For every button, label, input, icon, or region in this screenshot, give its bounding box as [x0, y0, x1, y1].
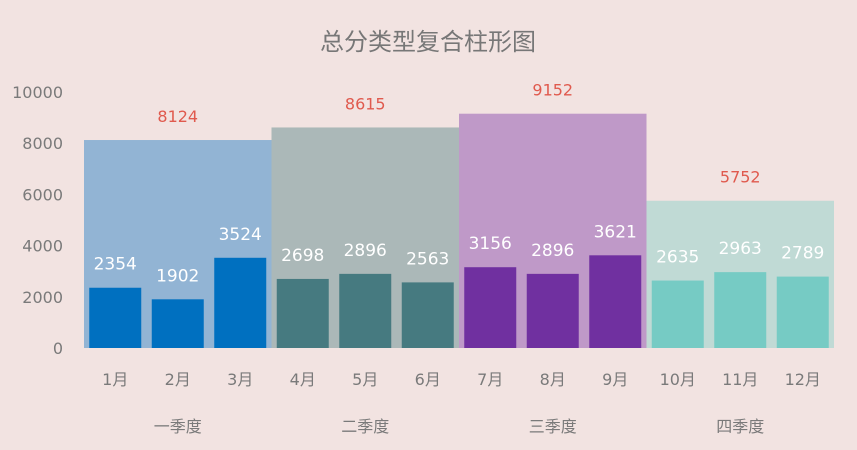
x-axis: 1月 2月 3月 4月 5月 6月 7月 8月 9月 10月 11月 12月	[102, 370, 821, 389]
month-value-label: 2789	[781, 244, 824, 264]
month-bar	[89, 287, 142, 348]
month-value-label: 2354	[94, 255, 137, 275]
month-bar	[276, 278, 329, 348]
quarter-axis: 一季度 二季度 三季度 四季度	[154, 417, 765, 436]
month-value-label: 2963	[719, 239, 762, 259]
x-tick-label: 6月	[415, 370, 441, 389]
x-tick-label: 7月	[477, 370, 503, 389]
month-value-label: 2698	[281, 246, 324, 266]
month-value-label: 2563	[406, 249, 449, 269]
quarter-total-label: 8124	[157, 107, 198, 126]
month-bar	[464, 267, 517, 348]
quarter-total-label: 8615	[345, 94, 386, 113]
y-tick-label: 6000	[22, 185, 63, 204]
month-bar	[651, 280, 704, 348]
month-value-label: 2896	[344, 241, 387, 261]
month-bar	[401, 282, 454, 348]
month-bar	[714, 272, 767, 348]
month-value-label: 3156	[469, 234, 512, 254]
month-value-label: 3524	[219, 225, 262, 245]
month-bar	[776, 276, 829, 348]
x-tick-label: 12月	[785, 370, 821, 389]
month-bars: 2354 1902 3524 2698 2896 2563 3156 2896 3621 2635…	[89, 222, 829, 348]
chart-title: 总分类型复合柱形图	[320, 28, 536, 56]
x-tick-label: 11月	[722, 370, 758, 389]
x-tick-label: 3月	[227, 370, 253, 389]
y-tick-label: 4000	[22, 237, 63, 256]
month-value-label: 2635	[656, 248, 699, 268]
x-tick-label: 5月	[352, 370, 378, 389]
x-tick-label: 8月	[540, 370, 566, 389]
y-tick-label: 8000	[22, 134, 63, 153]
x-tick-label: 1月	[102, 370, 128, 389]
quarter-total-label: 5752	[720, 168, 761, 187]
y-tick-label: 2000	[22, 288, 63, 307]
y-tick-label: 10000	[12, 83, 63, 102]
month-bar	[589, 255, 642, 348]
quarter-axis-label: 二季度	[341, 417, 389, 436]
month-value-label: 2896	[531, 241, 574, 261]
quarter-axis-label: 一季度	[154, 417, 202, 436]
x-tick-label: 4月	[290, 370, 316, 389]
x-tick-label: 2月	[165, 370, 191, 389]
x-tick-label: 9月	[602, 370, 628, 389]
quarter-axis-label: 三季度	[529, 417, 577, 436]
month-bar	[151, 299, 204, 348]
y-axis: 0 2000 4000 6000 8000 10000	[12, 83, 63, 358]
month-bar	[339, 273, 392, 348]
month-value-label: 3621	[594, 222, 637, 242]
month-value-label: 1902	[156, 266, 199, 286]
quarter-axis-label: 四季度	[716, 417, 764, 436]
x-tick-label: 10月	[660, 370, 696, 389]
month-bar	[214, 257, 267, 348]
y-tick-label: 0	[53, 339, 63, 358]
quarter-total-label: 9152	[532, 81, 573, 100]
month-bar	[526, 273, 579, 348]
